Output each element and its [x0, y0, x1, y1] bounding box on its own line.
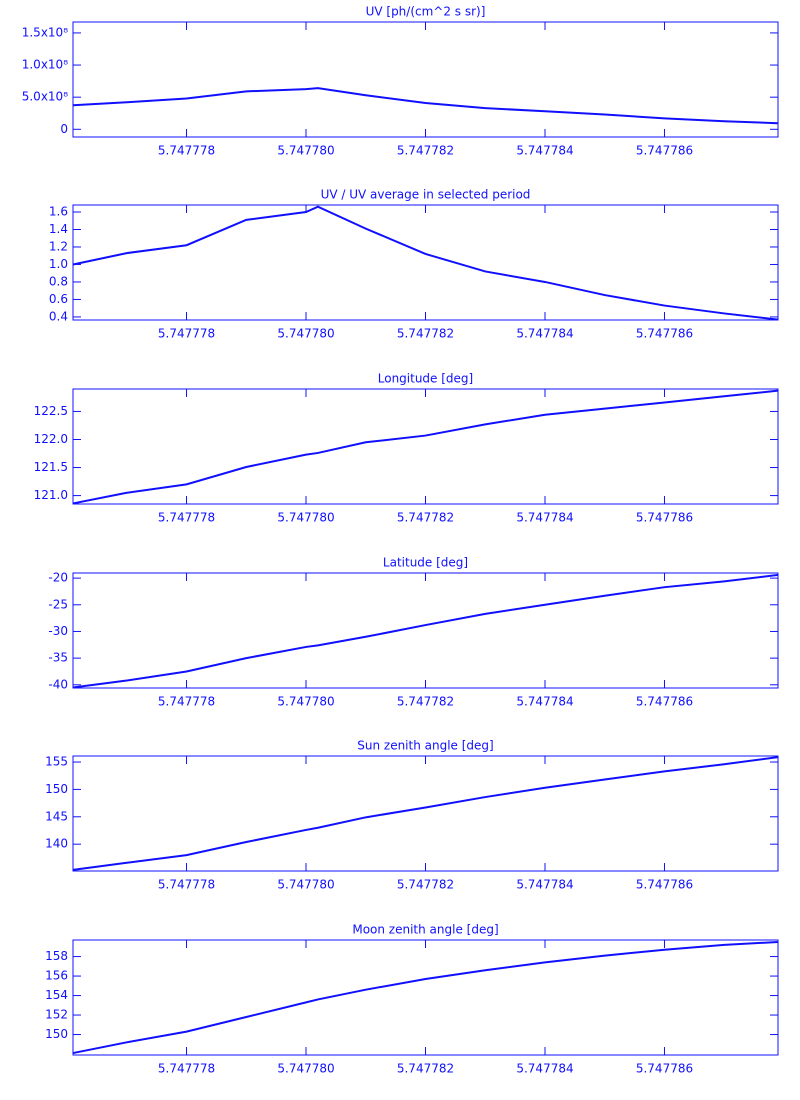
- x-tick-label: 5.747780: [277, 878, 334, 892]
- y-tick-label: 0.4: [49, 309, 68, 323]
- plot-frame: [72, 204, 779, 321]
- y-tick-label: 152: [45, 1008, 68, 1022]
- y-tick-label: -35: [48, 651, 68, 665]
- y-tick-label: -30: [48, 624, 68, 638]
- y-tick-label: 140: [45, 837, 68, 851]
- panel-title: Latitude [deg]: [383, 556, 468, 570]
- x-tick-label: 5.747784: [516, 695, 573, 709]
- x-tick-label: 5.747784: [516, 1062, 573, 1076]
- y-tick-label: -25: [48, 597, 68, 611]
- data-line: [72, 940, 779, 1055]
- plot-frame: [72, 939, 779, 1056]
- y-tick-label: 1.0x10⁸: [22, 58, 68, 72]
- x-tick-label: 5.747782: [397, 327, 454, 341]
- x-tick-label: 5.747782: [397, 878, 454, 892]
- x-tick-label: 5.747786: [636, 327, 693, 341]
- x-tick-label: 5.747778: [158, 327, 215, 341]
- x-tick-label: 5.747786: [636, 695, 693, 709]
- x-tick-label: 5.747778: [158, 878, 215, 892]
- panel-title: UV [ph/(cm^2 s sr)]: [366, 5, 486, 19]
- y-tick-label: 0.6: [49, 292, 68, 306]
- y-tick-label: 1.6: [49, 204, 68, 218]
- y-tick-label: -40: [48, 677, 68, 691]
- x-tick-label: 5.747778: [158, 511, 215, 525]
- y-tick-label: -20: [48, 571, 68, 585]
- x-tick-label: 5.747780: [277, 1062, 334, 1076]
- panel-title: Longitude [deg]: [378, 372, 473, 386]
- y-tick-label: 150: [45, 1027, 68, 1041]
- y-tick-label: 1.4: [49, 222, 68, 236]
- x-tick-label: 5.747782: [397, 144, 454, 158]
- x-tick-label: 5.747778: [158, 1062, 215, 1076]
- x-tick-label: 5.747782: [397, 511, 454, 525]
- data-line: [72, 389, 779, 505]
- x-tick-label: 5.747784: [516, 144, 573, 158]
- y-tick-label: 155: [45, 755, 68, 769]
- panel-title: Moon zenith angle [deg]: [352, 923, 498, 937]
- y-tick-label: 1.0: [49, 257, 68, 271]
- y-tick-label: 5.0x10⁸: [22, 90, 68, 104]
- data-line: [72, 87, 779, 125]
- y-tick-label: 122.5: [34, 404, 68, 418]
- plot-frame: [72, 572, 779, 689]
- x-tick-label: 5.747786: [636, 144, 693, 158]
- y-tick-label: 121.5: [34, 460, 68, 474]
- plot-frame: [72, 755, 779, 872]
- x-tick-label: 5.747784: [516, 511, 573, 525]
- y-tick-label: 122.0: [34, 432, 68, 446]
- x-tick-label: 5.747778: [158, 695, 215, 709]
- x-tick-label: 5.747786: [636, 1062, 693, 1076]
- plot-frame: [72, 21, 779, 138]
- x-tick-label: 5.747780: [277, 144, 334, 158]
- y-tick-label: 150: [45, 782, 68, 796]
- x-tick-label: 5.747780: [277, 511, 334, 525]
- data-line: [72, 573, 779, 689]
- x-tick-label: 5.747784: [516, 878, 573, 892]
- y-tick-label: 121.0: [34, 488, 68, 502]
- data-line: [72, 205, 779, 321]
- x-tick-label: 5.747782: [397, 695, 454, 709]
- y-tick-label: 1.2: [49, 239, 68, 253]
- x-tick-label: 5.747786: [636, 511, 693, 525]
- plot-frame: [72, 388, 779, 505]
- data-line: [72, 756, 779, 871]
- x-tick-label: 5.747780: [277, 327, 334, 341]
- x-tick-label: 5.747784: [516, 327, 573, 341]
- y-tick-label: 145: [45, 809, 68, 823]
- y-tick-label: 154: [45, 988, 68, 1002]
- x-tick-label: 5.747782: [397, 1062, 454, 1076]
- x-tick-label: 5.747780: [277, 695, 334, 709]
- x-tick-label: 5.747778: [158, 144, 215, 158]
- y-tick-label: 158: [45, 949, 68, 963]
- y-tick-label: 0: [60, 122, 68, 136]
- x-tick-label: 5.747786: [636, 878, 693, 892]
- panel-title: UV / UV average in selected period: [321, 188, 531, 202]
- y-tick-label: 1.5x10⁸: [22, 25, 68, 39]
- panel-title: Sun zenith angle [deg]: [357, 739, 493, 753]
- y-tick-label: 156: [45, 969, 68, 983]
- y-tick-label: 0.8: [49, 274, 68, 288]
